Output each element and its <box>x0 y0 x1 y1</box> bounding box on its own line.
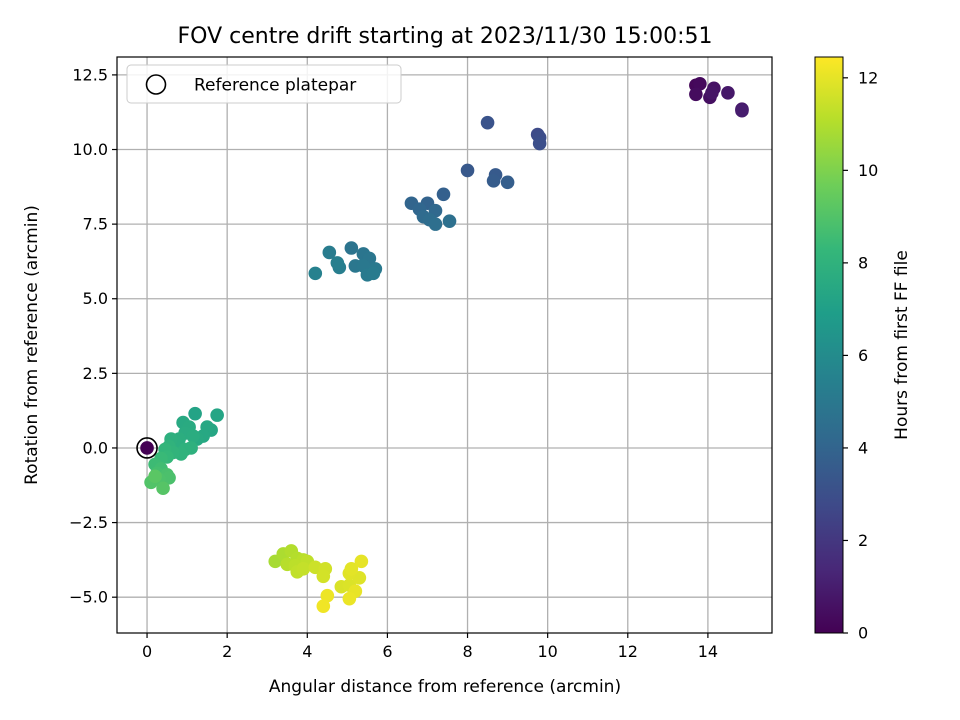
colorbar-tick-label: 6 <box>858 346 868 365</box>
data-point <box>308 560 323 575</box>
y-tick-label: −5.0 <box>69 588 108 607</box>
y-tick-label: 7.5 <box>83 215 108 234</box>
data-point <box>342 591 357 606</box>
colorbar-tick-label: 2 <box>858 531 868 550</box>
reference-point-marker <box>136 437 158 459</box>
data-point <box>210 408 224 422</box>
y-tick-label: 2.5 <box>83 364 108 383</box>
scatter-points <box>136 77 749 613</box>
data-point <box>344 241 359 255</box>
x-tick-label: 10 <box>537 642 557 661</box>
axes: 0 2 4 6 8 10 12 14 −5.0 −2.5 0.0 2.5 5.0 7.5 10.0 12.5 <box>69 56 773 661</box>
data-point <box>322 245 337 260</box>
data-point <box>705 86 719 100</box>
data-point <box>344 562 359 576</box>
y-tick-label: 5.0 <box>83 289 108 308</box>
colorbar-tick-label: 8 <box>858 253 868 272</box>
reference-point-fill <box>140 441 154 455</box>
y-tick-label: 0.0 <box>83 438 108 457</box>
chart-title: FOV centre drift starting at 2023/11/30 … <box>178 24 713 49</box>
colorbar: 0 2 4 6 8 10 12 Hours from first FF file <box>814 56 912 643</box>
data-point <box>186 429 200 443</box>
x-tick-label: 2 <box>222 642 232 661</box>
legend-box <box>126 64 402 104</box>
x-tick-label: 6 <box>382 642 392 661</box>
data-point <box>442 214 457 228</box>
y-axis-label: Rotation from reference (arcmin) <box>22 205 42 485</box>
legend: Reference platepar <box>126 64 402 104</box>
legend-label: Reference platepar <box>194 76 356 96</box>
data-point <box>320 588 335 603</box>
grid <box>117 57 772 633</box>
colorbar-gradient <box>814 56 844 634</box>
data-point <box>316 599 331 613</box>
data-point <box>366 266 381 281</box>
colorbar-tick-label: 12 <box>858 68 878 87</box>
data-point <box>532 136 547 151</box>
colorbar-label: Hours from first FF file <box>892 250 912 440</box>
data-point <box>721 86 735 100</box>
data-point <box>316 569 331 584</box>
x-tick-label: 0 <box>142 642 152 661</box>
data-point <box>500 175 515 190</box>
data-point <box>296 562 311 576</box>
data-point <box>354 554 369 569</box>
data-point <box>330 256 345 270</box>
y-tick-label: 12.5 <box>72 65 108 84</box>
x-tick-label: 4 <box>302 642 312 661</box>
data-point <box>480 115 495 130</box>
colorbar-tick-label: 4 <box>858 438 868 457</box>
data-point <box>308 266 323 281</box>
data-point <box>428 217 443 231</box>
x-tick-label: 14 <box>698 642 718 661</box>
data-point <box>162 471 176 485</box>
colorbar-tick-label: 0 <box>858 624 868 643</box>
plot-frame <box>116 56 773 634</box>
data-point <box>460 163 475 178</box>
data-point <box>436 187 451 202</box>
x-tick-label: 12 <box>618 642 638 661</box>
colorbar-ticks: 0 2 4 6 8 10 12 <box>843 68 878 643</box>
y-tick-label: −2.5 <box>69 513 108 532</box>
colorbar-tick-label: 10 <box>858 161 878 180</box>
data-point <box>693 77 707 91</box>
legend-marker <box>145 74 167 95</box>
y-tick-label: 10.0 <box>72 140 108 159</box>
x-axis-label: Angular distance from reference (arcmin) <box>269 677 621 697</box>
data-point <box>188 406 202 421</box>
data-point <box>735 103 749 118</box>
data-point <box>148 469 162 484</box>
data-point <box>486 174 501 188</box>
x-tick-label: 8 <box>462 642 472 661</box>
data-point <box>689 87 703 102</box>
data-point <box>156 481 170 496</box>
